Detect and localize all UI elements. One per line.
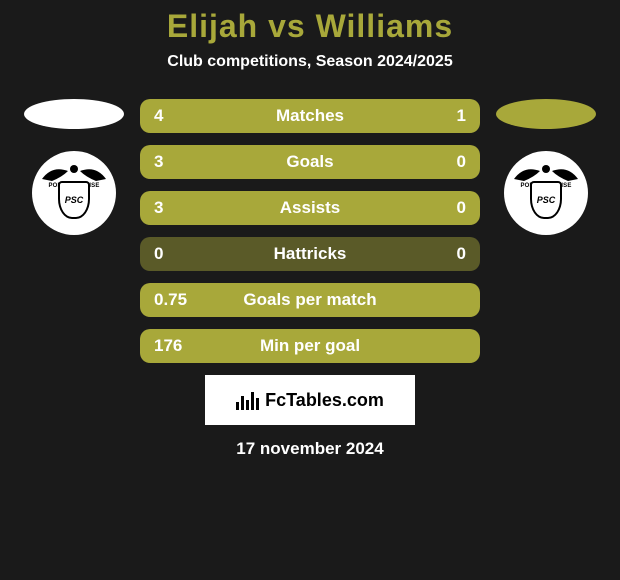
brand-link[interactable]: FcTables.com bbox=[205, 375, 415, 425]
stat-row: 0.75 Goals per match bbox=[140, 283, 480, 317]
comparison-card: Elijah vs Williams Club competitions, Se… bbox=[0, 0, 620, 580]
shield-icon: PSC bbox=[530, 181, 562, 219]
stat-left-value: 3 bbox=[154, 198, 163, 218]
stat-left-value: 4 bbox=[154, 106, 163, 126]
stat-row: 3 Goals 0 bbox=[140, 145, 480, 179]
stat-label: Goals per match bbox=[243, 290, 376, 310]
bar-chart-icon bbox=[236, 390, 259, 410]
main-row: PORTIMONENSE PSC 4 Matches 1 3 Goals 0 3 Assist… bbox=[0, 99, 620, 363]
stat-right-value: 0 bbox=[457, 152, 466, 172]
stat-label: Goals bbox=[286, 152, 333, 172]
shield-icon: PSC bbox=[58, 181, 90, 219]
left-badge-initials: PSC bbox=[65, 196, 84, 205]
stat-left-value: 0 bbox=[154, 244, 163, 264]
stat-label: Matches bbox=[276, 106, 344, 126]
stat-label: Min per goal bbox=[260, 336, 360, 356]
left-club-badge: PORTIMONENSE PSC bbox=[32, 151, 116, 235]
stats-column: 4 Matches 1 3 Goals 0 3 Assists 0 0 Hattricks 0 0.75… bbox=[140, 99, 480, 363]
stat-left-value: 3 bbox=[154, 152, 163, 172]
subtitle: Club competitions, Season 2024/2025 bbox=[0, 53, 620, 71]
stat-left-value: 176 bbox=[154, 336, 182, 356]
stat-row: 176 Min per goal bbox=[140, 329, 480, 363]
stat-right-value: 0 bbox=[457, 244, 466, 264]
stat-right-value: 0 bbox=[457, 198, 466, 218]
right-badge-initials: PSC bbox=[537, 196, 556, 205]
right-player-ellipse bbox=[496, 99, 596, 129]
right-player-col: PORTIMONENSE PSC bbox=[496, 99, 596, 235]
stat-row: 4 Matches 1 bbox=[140, 99, 480, 133]
stat-left-value: 0.75 bbox=[154, 290, 187, 310]
stat-row: 3 Assists 0 bbox=[140, 191, 480, 225]
stat-row: 0 Hattricks 0 bbox=[140, 237, 480, 271]
stat-fill-right bbox=[412, 99, 480, 133]
brand-text: FcTables.com bbox=[265, 390, 384, 411]
left-player-col: PORTIMONENSE PSC bbox=[24, 99, 124, 235]
stat-label: Assists bbox=[280, 198, 340, 218]
right-club-badge: PORTIMONENSE PSC bbox=[504, 151, 588, 235]
stat-label: Hattricks bbox=[274, 244, 347, 264]
stat-right-value: 1 bbox=[457, 106, 466, 126]
date-label: 17 november 2024 bbox=[0, 439, 620, 459]
left-player-ellipse bbox=[24, 99, 124, 129]
page-title: Elijah vs Williams bbox=[0, 8, 620, 45]
